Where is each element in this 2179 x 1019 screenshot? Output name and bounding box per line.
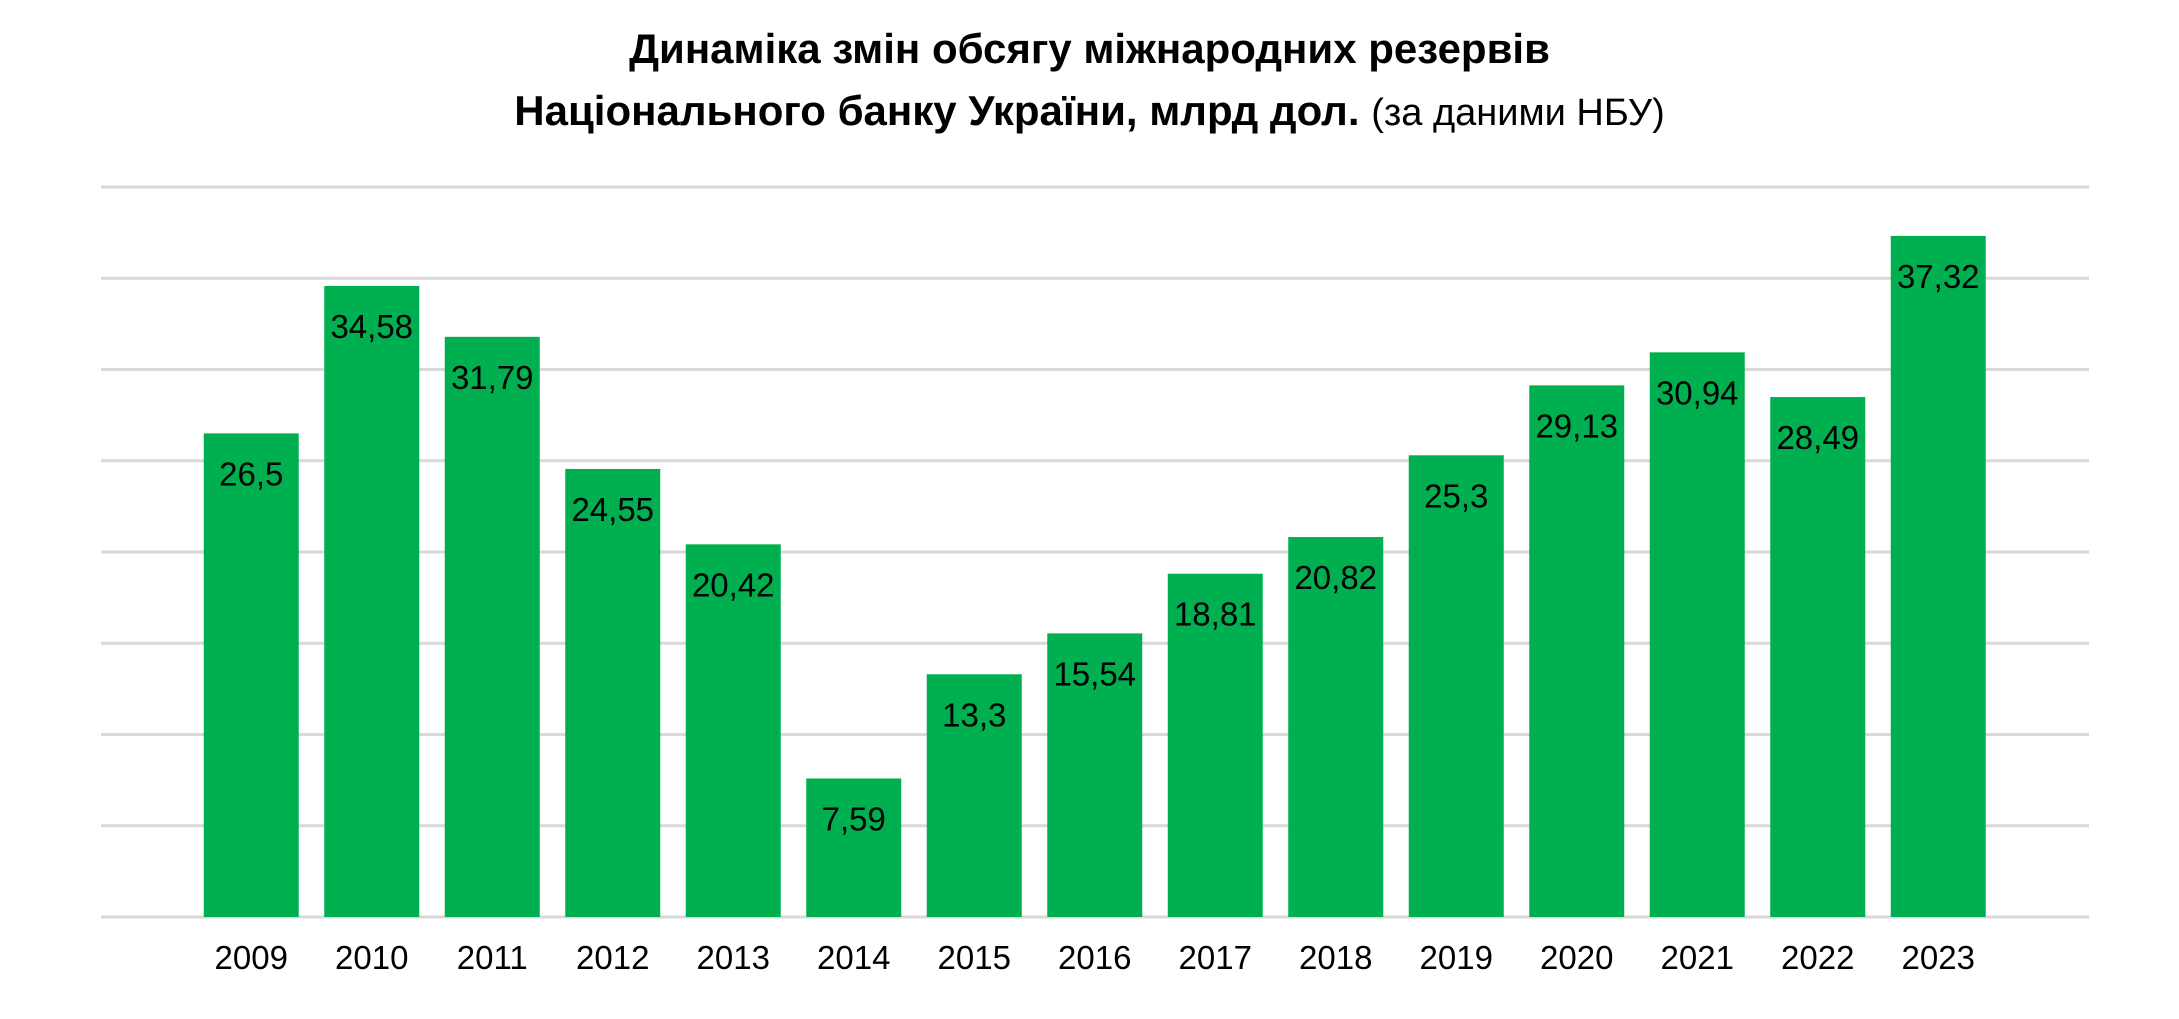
bar-2019 (1408, 455, 1504, 917)
bars (203, 235, 1986, 918)
x-tick-label-2011: 2011 (457, 939, 528, 976)
chart-title-line-1: Динаміка змін обсягу міжнародних резерві… (629, 25, 1550, 72)
x-tick-label-2017: 2017 (1179, 939, 1252, 976)
x-tick-label-2013: 2013 (697, 939, 770, 976)
x-tick-label-2015: 2015 (938, 939, 1011, 976)
data-label-2014: 7,59 (822, 800, 886, 837)
data-label-2013: 20,42 (692, 566, 775, 603)
bar-2018 (1288, 537, 1384, 917)
x-tick-label-2010: 2010 (335, 939, 408, 976)
data-label-2022: 28,49 (1776, 419, 1859, 456)
bar-2009 (203, 433, 299, 917)
x-tick-label-2009: 2009 (215, 939, 288, 976)
x-tick-label-2014: 2014 (817, 939, 890, 976)
data-label-2009: 26,5 (219, 455, 283, 492)
bar-2011 (444, 336, 540, 917)
bar-2010 (324, 285, 420, 917)
data-label-2016: 15,54 (1053, 655, 1136, 692)
x-tick-label-2020: 2020 (1540, 939, 1613, 976)
data-label-2019: 25,3 (1424, 477, 1488, 514)
data-label-2011: 31,79 (451, 359, 534, 396)
x-tick-label-2012: 2012 (576, 939, 649, 976)
bar-2013 (685, 544, 781, 917)
bar-2017 (1167, 573, 1263, 917)
x-tick-label-2019: 2019 (1420, 939, 1493, 976)
x-tick-label-2022: 2022 (1781, 939, 1854, 976)
data-label-2023: 37,32 (1897, 258, 1980, 295)
bar-2023 (1890, 235, 1986, 917)
bar-2012 (565, 468, 661, 917)
bar-2022 (1770, 397, 1866, 917)
bar-2020 (1529, 385, 1625, 917)
data-label-2021: 30,94 (1656, 374, 1739, 411)
x-axis-labels: 2009 2010 2011 2012 2013 2014 2015 2016 2017 2018… (215, 939, 1975, 976)
bar-2014 (806, 778, 902, 917)
data-label-2017: 18,81 (1174, 596, 1257, 633)
chart-title-main: Національного банку України, млрд дол. (514, 87, 1360, 134)
data-label-2015: 13,3 (942, 696, 1006, 733)
x-tick-label-2016: 2016 (1058, 939, 1131, 976)
chart-title-line-2: Національного банку України, млрд дол. (… (0, 80, 2179, 144)
x-tick-label-2023: 2023 (1902, 939, 1975, 976)
chart-source-note: (за даними НБУ) (1371, 92, 1665, 134)
data-label-2020: 29,13 (1535, 407, 1618, 444)
data-label-2010: 34,58 (330, 308, 413, 345)
bar-2015 (926, 674, 1022, 917)
x-tick-label-2018: 2018 (1299, 939, 1372, 976)
chart-title: Динаміка змін обсягу міжнародних резерві… (0, 18, 2179, 144)
value-labels: 26,5 34,58 31,79 24,55 20,42 7,59 13,3 15,54 18,… (219, 258, 1979, 838)
bar-2016 (1047, 633, 1143, 917)
data-label-2012: 24,55 (571, 491, 654, 528)
x-tick-label-2021: 2021 (1661, 939, 1734, 976)
data-label-2018: 20,82 (1294, 559, 1377, 596)
bar-2021 (1649, 352, 1745, 918)
